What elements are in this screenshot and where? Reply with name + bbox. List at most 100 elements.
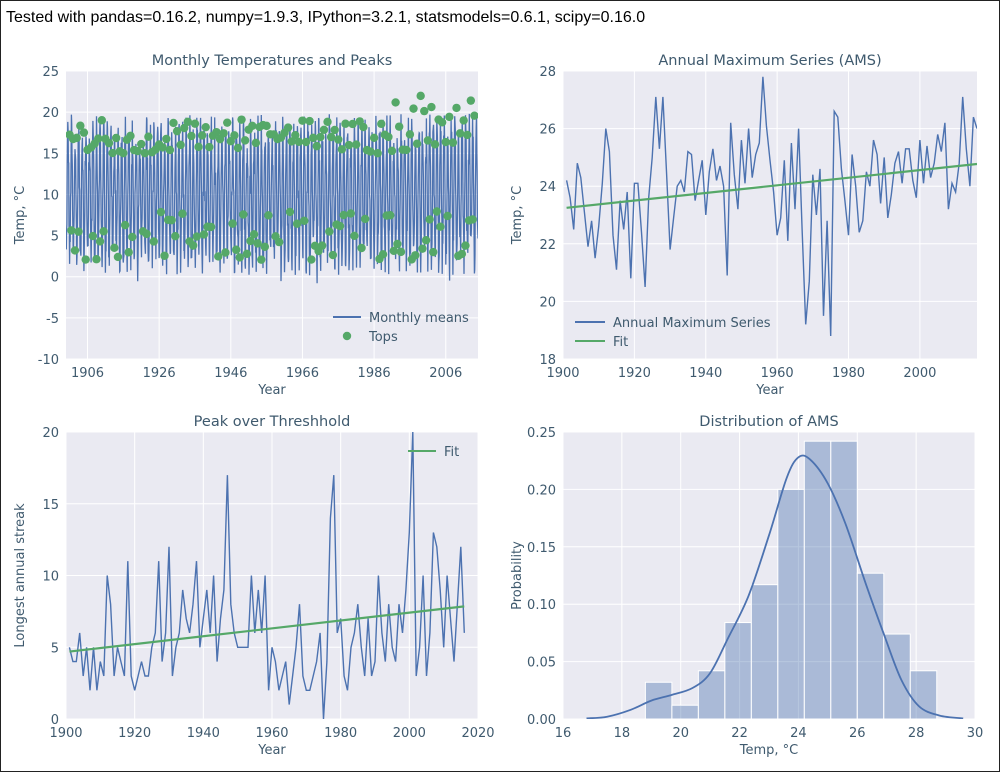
tops-marker xyxy=(257,255,266,264)
tops-marker xyxy=(394,122,404,131)
legend-label: Tops xyxy=(368,330,398,345)
y-tick-label: 26 xyxy=(539,123,556,138)
tops-marker xyxy=(357,243,366,253)
tops-marker xyxy=(242,249,252,259)
plot-area xyxy=(563,432,975,719)
x-tick-label: 1926 xyxy=(143,366,176,381)
x-tick-label: 16 xyxy=(555,726,572,741)
y-tick-label: 0 xyxy=(51,713,59,728)
tops-marker xyxy=(466,96,476,105)
y-tick-label: 5 xyxy=(51,230,59,245)
histogram-bar xyxy=(777,488,805,719)
tops-marker xyxy=(418,244,427,253)
tops-marker xyxy=(430,140,440,149)
legend-marker xyxy=(342,331,352,341)
y-tick-label: 15 xyxy=(42,498,59,513)
y-tick-label: 10 xyxy=(42,188,59,203)
monthly-means-line xyxy=(66,113,478,284)
fit-line xyxy=(566,162,977,209)
tops-marker xyxy=(72,133,81,143)
tops-marker xyxy=(301,137,311,147)
y-tick-label: 0.25 xyxy=(527,426,556,441)
x-tick-label: 2020 xyxy=(461,726,494,741)
tops-marker xyxy=(437,118,447,127)
tops-marker xyxy=(309,133,318,143)
x-tick-label: 1900 xyxy=(49,726,82,741)
tops-marker xyxy=(448,138,458,147)
tops-marker xyxy=(149,237,158,246)
histogram-bar xyxy=(909,670,938,719)
tops-marker xyxy=(416,91,425,101)
histogram-bar xyxy=(803,440,832,719)
y-tick-label: 0.20 xyxy=(527,483,556,498)
chart-title: Monthly Temperatures and Peaks xyxy=(152,53,393,69)
tops-marker xyxy=(94,134,103,143)
legend-label: Fit xyxy=(444,445,459,460)
tops-marker xyxy=(389,246,399,256)
x-tick-label: 1920 xyxy=(618,366,651,381)
x-tick-label: 1980 xyxy=(832,366,865,381)
tops-marker xyxy=(305,116,314,126)
tops-marker xyxy=(183,117,193,126)
x-tick-label: 1986 xyxy=(358,366,391,381)
tops-marker xyxy=(248,121,257,131)
tops-marker xyxy=(95,237,105,246)
x-tick-label: 2000 xyxy=(393,726,426,741)
tops-marker xyxy=(369,133,379,143)
tops-marker xyxy=(124,248,133,257)
x-tick-label: 1906 xyxy=(71,366,104,381)
tops-marker xyxy=(104,138,114,148)
y-tick-label: 5 xyxy=(51,641,59,656)
tops-marker xyxy=(237,115,246,124)
tops-marker xyxy=(291,130,300,140)
tops-marker xyxy=(411,251,420,260)
tops-marker xyxy=(120,220,130,230)
tops-marker xyxy=(436,222,445,231)
tops-marker xyxy=(445,112,454,122)
tops-marker xyxy=(412,139,422,148)
kde-curve xyxy=(586,454,964,719)
tops-marker xyxy=(221,248,230,257)
tops-marker xyxy=(240,136,250,145)
y-axis-label: Probability xyxy=(510,541,525,610)
tops-marker xyxy=(199,230,209,239)
y-tick-label: -5 xyxy=(46,312,59,327)
tops-marker xyxy=(409,104,418,113)
chart-2: 1900 1920 1940 1960 1980 2000 18 20 22 24 26 28 Annu… xyxy=(510,53,977,398)
tops-marker xyxy=(228,219,237,228)
histogram-bar xyxy=(750,584,779,719)
y-axis-label: Longest annual streak xyxy=(13,503,28,648)
y-tick-label: 28 xyxy=(539,65,556,80)
tops-marker xyxy=(386,211,395,220)
tops-marker xyxy=(76,121,85,130)
tops-marker xyxy=(194,142,203,152)
tops-marker xyxy=(253,239,262,248)
tops-marker xyxy=(337,145,347,154)
plot-marks xyxy=(66,91,478,284)
tops-marker xyxy=(319,125,329,135)
tops-marker xyxy=(99,227,108,236)
tops-marker xyxy=(140,148,150,158)
tops-marker xyxy=(443,211,452,221)
x-tick-label: 20 xyxy=(672,726,689,741)
tops-marker xyxy=(423,136,433,145)
x-axis-label: Year xyxy=(257,383,286,398)
tops-marker xyxy=(67,226,76,235)
tops-marker xyxy=(402,145,411,155)
y-tick-label: 15 xyxy=(42,147,59,162)
tops-marker xyxy=(457,249,467,259)
tops-marker xyxy=(230,131,239,140)
tops-marker xyxy=(142,229,151,239)
tops-marker xyxy=(323,117,332,127)
tops-marker xyxy=(455,129,465,138)
tops-marker xyxy=(231,245,241,254)
y-tick-label: 0.00 xyxy=(527,713,556,728)
tops-marker xyxy=(348,119,357,129)
tops-marker xyxy=(287,137,296,146)
tops-marker xyxy=(463,130,472,140)
tops-marker xyxy=(274,237,284,247)
tops-marker xyxy=(344,140,354,150)
y-tick-label: -10 xyxy=(38,353,59,368)
legend-label: Fit xyxy=(613,335,628,350)
